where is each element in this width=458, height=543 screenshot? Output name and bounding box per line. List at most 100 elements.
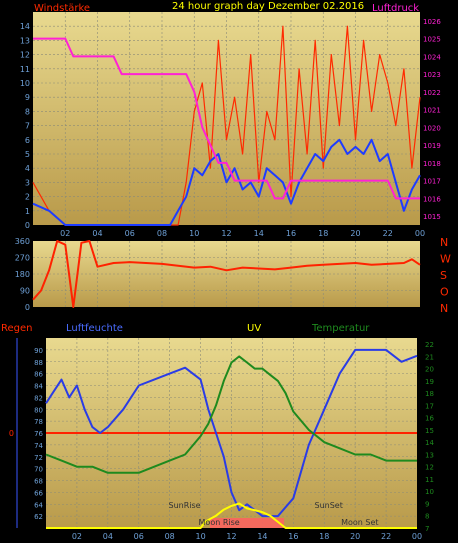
direction-y-tick-label: 0	[25, 303, 30, 312]
temperature-y-tick-label: 18	[425, 390, 434, 398]
compass-direction-label: W	[440, 253, 451, 266]
direction-y-tick-label: 180	[15, 270, 30, 279]
temperature-y-tick-label: 8	[425, 513, 429, 521]
wind-y-tick-label: 4	[25, 164, 30, 173]
temperature-axis-title: Temperatur	[311, 323, 370, 334]
temperature-y-tick-label: 16	[425, 415, 434, 423]
pressure-y-tick-label: 1015	[423, 213, 441, 221]
uv-axis-title: UV	[247, 323, 261, 334]
wind-y-tick-label: 1	[25, 207, 30, 216]
wind-y-tick-label: 2	[25, 193, 30, 202]
temperature-y-tick-label: 10	[425, 488, 434, 496]
humidity-y-tick-label: 66	[34, 489, 43, 497]
graph-title: 24 hour graph day Dezember 02.2016	[172, 1, 364, 12]
temperature-y-tick-label: 19	[425, 378, 434, 386]
wind-y-tick-label: 9	[25, 93, 30, 102]
wind-x-tick-label: 00	[415, 229, 425, 238]
humidity-y-tick-label: 84	[34, 383, 43, 391]
wind-y-tick-label: 5	[25, 150, 30, 159]
humidity-y-tick-label: 70	[34, 466, 43, 474]
wind-x-tick-label: 06	[125, 229, 135, 238]
wind-y-tick-label: 6	[25, 136, 30, 145]
climate-x-tick-label: 18	[319, 532, 329, 541]
climate-x-tick-label: 10	[195, 532, 205, 541]
temperature-y-tick-label: 21	[425, 353, 434, 361]
wind-average-line	[32, 138, 421, 226]
temperature-y-tick-label: 11	[425, 476, 434, 484]
humidity-y-tick-label: 82	[34, 394, 43, 402]
humidity-y-tick-label: 64	[34, 501, 43, 509]
humidity-y-tick-label: 78	[34, 418, 43, 426]
climate-x-tick-label: 02	[72, 532, 82, 541]
temperature-y-tick-label: 22	[425, 341, 434, 349]
wind-y-tick-label: 14	[20, 22, 30, 31]
pressure-y-tick-label: 1019	[423, 142, 441, 150]
climate-x-tick-label: 08	[165, 532, 175, 541]
climate-x-tick-label: 14	[257, 532, 267, 541]
climate-x-tick-label: 12	[226, 532, 236, 541]
moonset-label: Moon Set	[341, 518, 378, 527]
compass-direction-label: N	[440, 302, 448, 315]
wind-x-tick-label: 08	[157, 229, 167, 238]
humidity-y-tick-label: 86	[34, 371, 43, 379]
wind-x-tick-label: 20	[350, 229, 360, 238]
wind-y-tick-label: 8	[25, 107, 30, 116]
climate-x-tick-label: 00	[412, 532, 422, 541]
daylight-band	[209, 518, 285, 528]
climate-x-tick-label: 20	[350, 532, 360, 541]
rain-zero-label: 0	[9, 429, 14, 438]
climate-x-tick-label: 22	[381, 532, 391, 541]
humidity-y-tick-label: 68	[34, 478, 43, 486]
wind-y-tick-label: 7	[25, 122, 30, 131]
wind-y-tick-label: 10	[20, 79, 30, 88]
humidity-y-tick-label: 62	[34, 513, 43, 521]
wind-x-tick-label: 14	[254, 229, 264, 238]
pressure-y-tick-label: 1020	[423, 124, 441, 132]
wind-x-tick-label: 10	[189, 229, 199, 238]
wind-y-tick-label: 3	[25, 178, 30, 187]
wind-axis-title: Windstärke	[34, 3, 90, 14]
direction-y-tick-label: 270	[15, 254, 30, 263]
pressure-y-tick-label: 1021	[423, 107, 441, 115]
pressure-y-tick-label: 1018	[423, 160, 441, 168]
uv-line	[46, 502, 417, 529]
temperature-y-tick-label: 7	[425, 525, 429, 533]
humidity-y-tick-label: 76	[34, 430, 43, 438]
wind-x-tick-label: 02	[60, 229, 70, 238]
humidity-y-tick-label: 80	[34, 406, 43, 414]
humidity-y-tick-label: 74	[34, 442, 43, 450]
humidity-y-tick-label: 90	[34, 347, 43, 355]
temperature-y-tick-label: 15	[425, 427, 434, 435]
humidity-line	[45, 348, 418, 518]
pressure-y-tick-label: 1022	[423, 89, 441, 97]
wind-y-tick-label: 12	[20, 51, 30, 60]
compass-direction-label: N	[440, 236, 448, 249]
wind-direction-line	[32, 240, 421, 308]
sunset-label: SunSet	[315, 501, 343, 510]
climate-x-tick-label: 06	[134, 532, 144, 541]
compass-direction-label: S	[440, 269, 447, 282]
pressure-line	[33, 37, 420, 200]
temperature-y-tick-label: 13	[425, 451, 434, 459]
climate-x-tick-label: 04	[103, 532, 113, 541]
wind-y-tick-label: 11	[20, 65, 30, 74]
pressure-y-tick-label: 1023	[423, 71, 441, 79]
sunrise-label: SunRise	[168, 501, 200, 510]
temperature-y-tick-label: 17	[425, 402, 434, 410]
wind-x-tick-label: 04	[92, 229, 102, 238]
temperature-y-tick-label: 12	[425, 464, 434, 472]
pressure-y-tick-label: 1025	[423, 36, 441, 44]
direction-y-tick-label: 360	[15, 237, 30, 246]
wind-x-tick-label: 16	[286, 229, 296, 238]
temperature-y-tick-label: 20	[425, 366, 434, 374]
pressure-axis-title: Luftdruck	[372, 3, 419, 14]
wind-x-tick-label: 18	[318, 229, 328, 238]
rain-axis-title: Regen	[1, 323, 33, 334]
temperature-y-tick-label: 9	[425, 500, 429, 508]
temperature-y-tick-label: 14	[425, 439, 434, 447]
pressure-y-tick-label: 1024	[423, 53, 441, 61]
temperature-line	[45, 355, 417, 474]
moonrise-label: Moon Rise	[199, 518, 240, 527]
climate-x-tick-label: 16	[288, 532, 298, 541]
